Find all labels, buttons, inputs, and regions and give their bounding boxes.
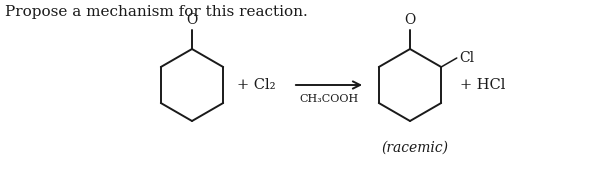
Text: O: O [186,13,197,27]
Text: Cl: Cl [459,51,474,65]
Text: Propose a mechanism for this reaction.: Propose a mechanism for this reaction. [5,5,308,19]
Text: CH₃COOH: CH₃COOH [299,94,359,104]
Text: (racemic): (racemic) [381,141,449,155]
Text: + HCl: + HCl [460,78,505,92]
Text: O: O [405,13,416,27]
Text: + Cl₂: + Cl₂ [237,78,275,92]
